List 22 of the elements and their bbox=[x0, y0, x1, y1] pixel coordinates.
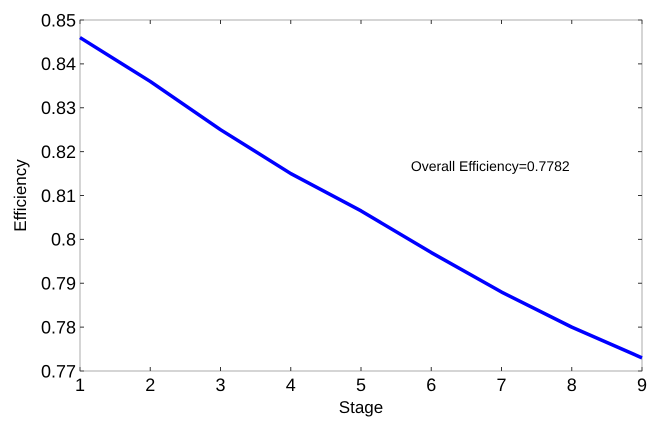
y-tick-label: 0.81 bbox=[40, 186, 76, 206]
x-tick-label: 3 bbox=[215, 375, 226, 395]
x-tick-label: 7 bbox=[496, 375, 507, 395]
x-tick-label: 2 bbox=[145, 375, 156, 395]
x-tick-label: 4 bbox=[286, 375, 296, 395]
x-tick-label: 5 bbox=[356, 375, 366, 395]
x-tick-label: 1 bbox=[74, 375, 86, 395]
x-tick-label: 6 bbox=[426, 375, 436, 395]
y-tick-label: 0.77 bbox=[40, 361, 76, 382]
x-axis-title: Stage bbox=[338, 398, 384, 417]
annotation: Overall Efficiency=0.7782 bbox=[410, 158, 570, 174]
y-axis-title: Efficiency bbox=[11, 158, 30, 232]
x-tick-label: 8 bbox=[566, 375, 577, 395]
y-tick-label: 0.79 bbox=[40, 274, 76, 294]
y-tick-label: 0.83 bbox=[40, 98, 76, 118]
line-series bbox=[78, 36, 644, 360]
x-tick-label: 9 bbox=[636, 375, 648, 395]
y-tick-label: 0.84 bbox=[40, 54, 76, 74]
y-tick-label: 0.85 bbox=[40, 10, 76, 30]
y-tick-label: 0.82 bbox=[40, 142, 76, 162]
y-tick-label: 0.78 bbox=[40, 317, 76, 338]
y-tick-label: 0.8 bbox=[50, 230, 76, 250]
